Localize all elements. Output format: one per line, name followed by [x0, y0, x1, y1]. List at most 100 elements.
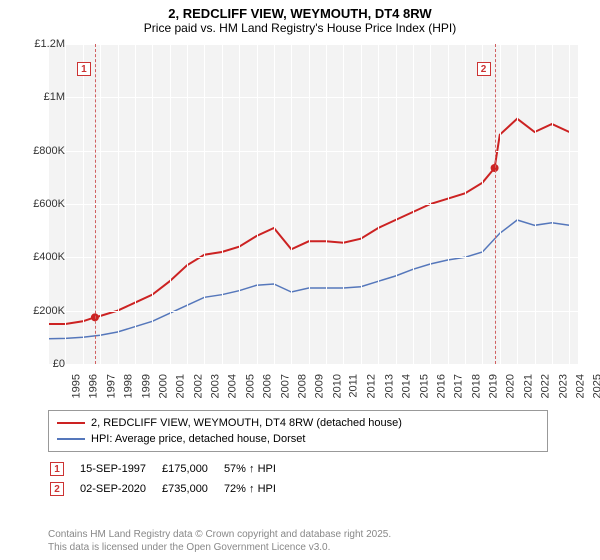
chart-title: 2, REDCLIFF VIEW, WEYMOUTH, DT4 8RW: [0, 0, 600, 21]
legend-item-hpi: HPI: Average price, detached house, Dors…: [57, 431, 539, 447]
x-axis-label: 2013: [383, 374, 395, 398]
legend-label-price: 2, REDCLIFF VIEW, WEYMOUTH, DT4 8RW (det…: [91, 417, 402, 429]
gridline-v: [430, 44, 431, 364]
x-axis-label: 2025: [592, 374, 600, 398]
x-axis-label: 2005: [244, 374, 256, 398]
event-line: [95, 44, 96, 364]
x-axis-label: 2015: [418, 374, 430, 398]
legend-item-price: 2, REDCLIFF VIEW, WEYMOUTH, DT4 8RW (det…: [57, 415, 539, 431]
gridline-v: [204, 44, 205, 364]
chart-plot: 12: [48, 44, 578, 364]
x-axis-label: 2004: [227, 374, 239, 398]
chart-subtitle: Price paid vs. HM Land Registry's House …: [0, 21, 600, 39]
x-axis-label: 2024: [574, 374, 586, 398]
gridline-v: [291, 44, 292, 364]
y-axis-label: £200K: [33, 305, 65, 317]
x-axis-label: 2010: [331, 374, 343, 398]
y-axis-label: £1M: [44, 91, 65, 103]
gridline-v: [482, 44, 483, 364]
gridline-v: [118, 44, 119, 364]
gridline-h: [48, 204, 578, 205]
gridline-v: [396, 44, 397, 364]
gridline-v: [552, 44, 553, 364]
gridline-v: [361, 44, 362, 364]
footer-line2: This data is licensed under the Open Gov…: [48, 541, 391, 554]
x-axis-label: 2023: [557, 374, 569, 398]
events-table: 1 15-SEP-1997 £175,000 57% ↑ HPI 2 02-SE…: [48, 458, 292, 500]
y-axis-label: £800K: [33, 145, 65, 157]
x-axis-label: 2014: [401, 374, 413, 398]
event-marker-box: 1: [77, 62, 91, 76]
x-axis-label: 2003: [210, 374, 222, 398]
gridline-v: [100, 44, 101, 364]
footer-line1: Contains HM Land Registry data © Crown c…: [48, 528, 391, 541]
x-axis-label: 2012: [366, 374, 378, 398]
gridline-v: [309, 44, 310, 364]
gridline-h: [48, 257, 578, 258]
x-axis-label: 2002: [192, 374, 204, 398]
x-axis-label: 2021: [522, 374, 534, 398]
event-marker-2: 2: [50, 482, 64, 496]
x-axis-label: 2000: [157, 374, 169, 398]
legend-swatch-price: [57, 422, 85, 424]
x-axis-label: 1999: [140, 374, 152, 398]
x-axis-label: 1995: [70, 374, 82, 398]
gridline-v: [83, 44, 84, 364]
gridline-v: [152, 44, 153, 364]
event-marker-box: 2: [477, 62, 491, 76]
event-price: £175,000: [162, 460, 222, 478]
gridline-v: [65, 44, 66, 364]
gridline-v: [170, 44, 171, 364]
gridline-v: [257, 44, 258, 364]
x-axis-label: 2008: [296, 374, 308, 398]
x-axis-label: 1997: [105, 374, 117, 398]
gridline-h: [48, 311, 578, 312]
gridline-h: [48, 44, 578, 45]
x-axis-label: 2018: [470, 374, 482, 398]
gridline-h: [48, 97, 578, 98]
event-line: [495, 44, 496, 364]
x-axis-label: 2006: [262, 374, 274, 398]
event-delta: 57% ↑ HPI: [224, 460, 290, 478]
gridline-v: [517, 44, 518, 364]
x-axis-label: 2007: [279, 374, 291, 398]
x-axis-label: 2017: [453, 374, 465, 398]
gridline-h: [48, 151, 578, 152]
event-marker-1: 1: [50, 462, 64, 476]
footer-attribution: Contains HM Land Registry data © Crown c…: [48, 528, 391, 554]
x-axis-label: 2001: [175, 374, 187, 398]
gridline-v: [465, 44, 466, 364]
event-delta: 72% ↑ HPI: [224, 480, 290, 498]
legend-label-hpi: HPI: Average price, detached house, Dors…: [91, 433, 305, 445]
gridline-v: [535, 44, 536, 364]
gridline-h: [48, 364, 578, 365]
legend-swatch-hpi: [57, 438, 85, 440]
y-axis-label: £0: [53, 358, 65, 370]
gridline-v: [343, 44, 344, 364]
event-row: 2 02-SEP-2020 £735,000 72% ↑ HPI: [50, 480, 290, 498]
x-axis-label: 2022: [540, 374, 552, 398]
gridline-v: [274, 44, 275, 364]
x-axis-label: 1998: [123, 374, 135, 398]
y-axis-label: £400K: [33, 251, 65, 263]
gridline-v: [448, 44, 449, 364]
x-axis-label: 2020: [505, 374, 517, 398]
x-axis-label: 2016: [435, 374, 447, 398]
gridline-v: [222, 44, 223, 364]
legend: 2, REDCLIFF VIEW, WEYMOUTH, DT4 8RW (det…: [48, 410, 548, 452]
event-row: 1 15-SEP-1997 £175,000 57% ↑ HPI: [50, 460, 290, 478]
gridline-v: [187, 44, 188, 364]
y-axis-label: £600K: [33, 198, 65, 210]
gridline-v: [413, 44, 414, 364]
gridline-v: [135, 44, 136, 364]
event-price: £735,000: [162, 480, 222, 498]
x-axis-label: 2009: [314, 374, 326, 398]
x-axis-label: 2019: [488, 374, 500, 398]
gridline-v: [326, 44, 327, 364]
x-axis-label: 2011: [348, 374, 360, 398]
event-date: 02-SEP-2020: [80, 480, 160, 498]
event-date: 15-SEP-1997: [80, 460, 160, 478]
x-axis-label: 1996: [88, 374, 100, 398]
gridline-v: [569, 44, 570, 364]
y-axis-label: £1.2M: [34, 38, 65, 50]
